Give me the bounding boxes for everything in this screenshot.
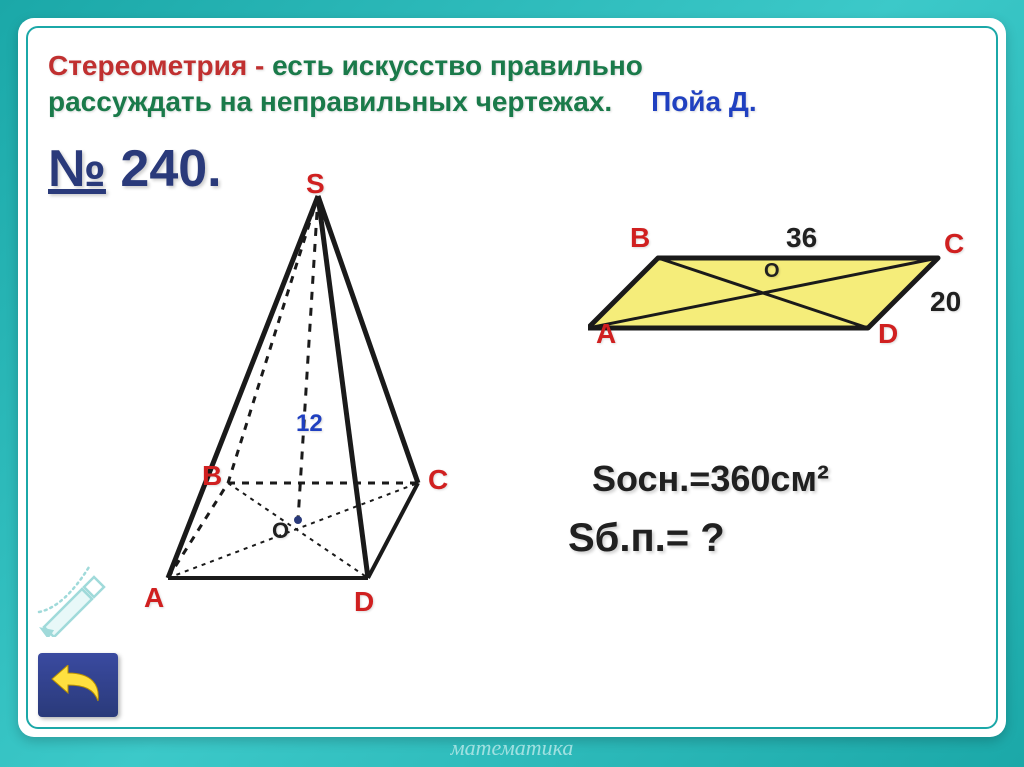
par-label-c: C bbox=[944, 228, 964, 260]
formula-lateral-area: Sб.п.= ? bbox=[568, 516, 725, 561]
quote-part2b: рассуждать на неправильных чертежах. bbox=[48, 86, 612, 117]
pyr-label-o: O bbox=[272, 518, 289, 544]
return-arrow-icon bbox=[50, 665, 106, 705]
pyr-label-c: C bbox=[428, 464, 448, 496]
pyr-label-d: D bbox=[354, 586, 374, 618]
pyr-label-s: S bbox=[306, 168, 325, 200]
pyr-height-label: 12 bbox=[296, 410, 323, 438]
quote-part1: Стереометрия - bbox=[48, 50, 264, 81]
quote-text: Стереометрия - есть искусство правильно … bbox=[48, 48, 976, 121]
par-label-d: D bbox=[878, 318, 898, 350]
slide-frame: Стереометрия - есть искусство правильно … bbox=[18, 18, 1006, 737]
back-button[interactable] bbox=[38, 653, 118, 717]
quote-part2a: есть искусство правильно bbox=[272, 50, 643, 81]
pencil-icon bbox=[34, 557, 114, 637]
par-label-b: B bbox=[630, 222, 650, 254]
par-side-bc: 36 bbox=[786, 222, 817, 254]
pyr-label-a: A bbox=[144, 582, 164, 614]
footer-text: математика bbox=[0, 735, 1024, 761]
diagram-area: S A B C D O 12 A B C D O 36 20 Sосн.=360… bbox=[48, 198, 976, 707]
pyr-label-b: B bbox=[202, 460, 222, 492]
par-side-cd: 20 bbox=[930, 286, 961, 318]
par-label-o: O bbox=[764, 260, 780, 283]
formula-base-area: Sосн.=360см² bbox=[592, 458, 829, 500]
par-label-a: A bbox=[596, 318, 616, 350]
quote-author: Пойа Д. bbox=[651, 86, 757, 117]
pyramid-diagram bbox=[88, 178, 518, 618]
content-area: Стереометрия - есть искусство правильно … bbox=[48, 48, 976, 707]
